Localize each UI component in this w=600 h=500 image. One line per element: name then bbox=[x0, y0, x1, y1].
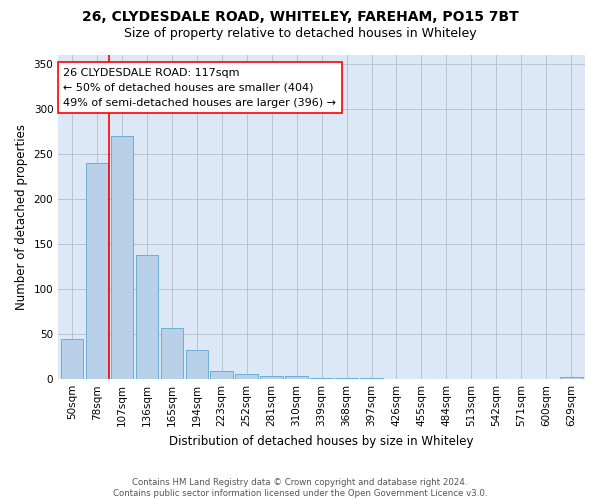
Bar bbox=[310, 378, 333, 379]
Text: 26, CLYDESDALE ROAD, WHITELEY, FAREHAM, PO15 7BT: 26, CLYDESDALE ROAD, WHITELEY, FAREHAM, … bbox=[82, 10, 518, 24]
Bar bbox=[185, 350, 208, 379]
Bar bbox=[61, 338, 83, 379]
Bar bbox=[235, 374, 258, 379]
Bar bbox=[161, 328, 183, 379]
Bar bbox=[335, 378, 358, 379]
Bar bbox=[86, 163, 108, 379]
Bar bbox=[260, 376, 283, 379]
Bar bbox=[286, 376, 308, 379]
Y-axis label: Number of detached properties: Number of detached properties bbox=[15, 124, 28, 310]
Bar bbox=[560, 378, 583, 379]
Text: Size of property relative to detached houses in Whiteley: Size of property relative to detached ho… bbox=[124, 28, 476, 40]
Bar bbox=[211, 371, 233, 379]
Bar bbox=[110, 136, 133, 379]
Text: Contains HM Land Registry data © Crown copyright and database right 2024.
Contai: Contains HM Land Registry data © Crown c… bbox=[113, 478, 487, 498]
Bar bbox=[360, 378, 383, 379]
Bar bbox=[136, 255, 158, 379]
X-axis label: Distribution of detached houses by size in Whiteley: Distribution of detached houses by size … bbox=[169, 434, 474, 448]
Text: 26 CLYDESDALE ROAD: 117sqm
← 50% of detached houses are smaller (404)
49% of sem: 26 CLYDESDALE ROAD: 117sqm ← 50% of deta… bbox=[64, 68, 337, 108]
